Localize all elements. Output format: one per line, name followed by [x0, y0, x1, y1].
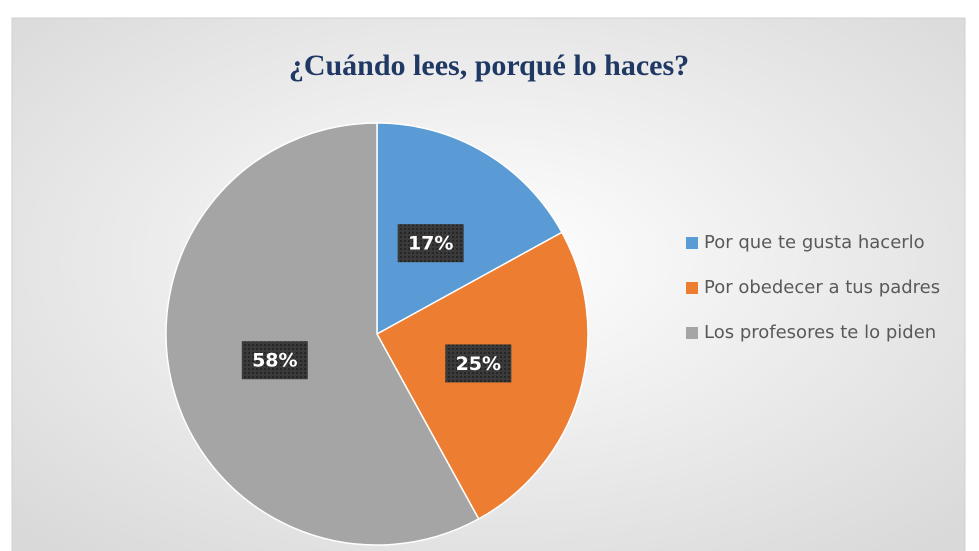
- legend-swatch: [686, 282, 698, 294]
- data-label: 25%: [456, 353, 501, 375]
- pie-slice: [376, 122, 563, 336]
- data-label-box: [445, 344, 512, 383]
- legend-swatch: [686, 237, 698, 249]
- pie-slice: [165, 122, 480, 546]
- legend-label: Por que te gusta hacerlo: [704, 232, 925, 253]
- legend-label: Por obedecer a tus padres: [704, 277, 940, 298]
- chart-title: ¿Cuándo lees, porqué lo haces?: [289, 49, 689, 82]
- legend-label: Los profesores te lo piden: [704, 322, 936, 343]
- data-label: 58%: [252, 350, 297, 372]
- data-label-box: [397, 224, 464, 263]
- legend-swatch: [686, 327, 698, 339]
- data-label-box: [241, 341, 308, 380]
- data-label: 17%: [408, 233, 453, 255]
